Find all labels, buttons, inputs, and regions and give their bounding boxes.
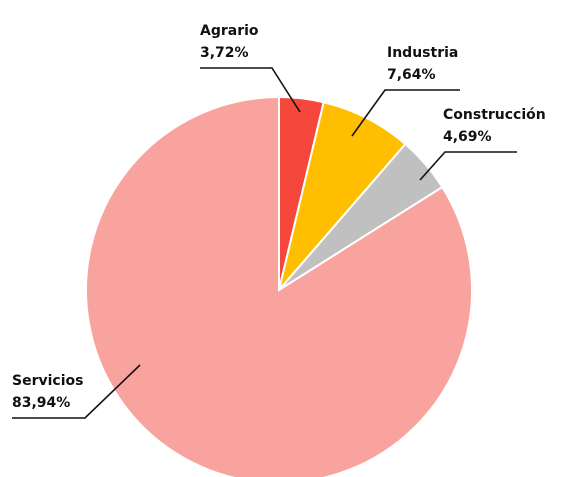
leader-line	[351, 89, 460, 137]
slice-value-label: 7,64%	[387, 67, 436, 83]
pie-slice	[85, 95, 473, 477]
slice-value-label: 83,94%	[12, 395, 70, 411]
slice-label: Industria	[387, 45, 458, 61]
leader-line	[200, 67, 301, 113]
slice-label: Construcción	[443, 107, 546, 123]
slice-value-label: 3,72%	[200, 45, 249, 61]
pie	[85, 95, 473, 477]
leader-line	[12, 364, 141, 419]
slice-value-label: 4,69%	[443, 129, 492, 145]
slice-label: Agrario	[200, 23, 259, 39]
pie-slice	[278, 101, 407, 291]
slice-label: Servicios	[12, 373, 83, 389]
leader-line	[419, 151, 517, 181]
